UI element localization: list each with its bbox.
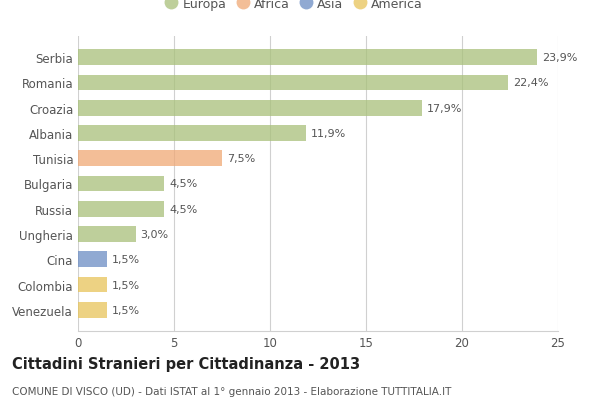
Bar [78, 277, 107, 293]
Bar [78, 50, 537, 66]
Text: 4,5%: 4,5% [169, 204, 197, 214]
Bar [78, 75, 508, 91]
Text: 1,5%: 1,5% [112, 280, 140, 290]
Legend: Europa, Africa, Asia, America: Europa, Africa, Asia, America [160, 0, 428, 16]
Text: 3,0%: 3,0% [140, 229, 169, 239]
Text: 1,5%: 1,5% [112, 305, 140, 315]
Text: 7,5%: 7,5% [227, 154, 255, 164]
Bar [78, 176, 164, 192]
Bar [78, 202, 164, 217]
Bar [78, 151, 222, 166]
Text: 17,9%: 17,9% [427, 103, 462, 113]
Bar [78, 252, 107, 267]
Text: 22,4%: 22,4% [513, 78, 548, 88]
Bar [78, 227, 136, 242]
Text: 11,9%: 11,9% [311, 129, 347, 139]
Text: Cittadini Stranieri per Cittadinanza - 2013: Cittadini Stranieri per Cittadinanza - 2… [12, 356, 360, 371]
Text: 4,5%: 4,5% [169, 179, 197, 189]
Bar [78, 101, 422, 116]
Bar [78, 302, 107, 318]
Text: 1,5%: 1,5% [112, 255, 140, 265]
Text: COMUNE DI VISCO (UD) - Dati ISTAT al 1° gennaio 2013 - Elaborazione TUTTITALIA.I: COMUNE DI VISCO (UD) - Dati ISTAT al 1° … [12, 387, 451, 396]
Bar [78, 126, 307, 142]
Text: 23,9%: 23,9% [542, 53, 577, 63]
